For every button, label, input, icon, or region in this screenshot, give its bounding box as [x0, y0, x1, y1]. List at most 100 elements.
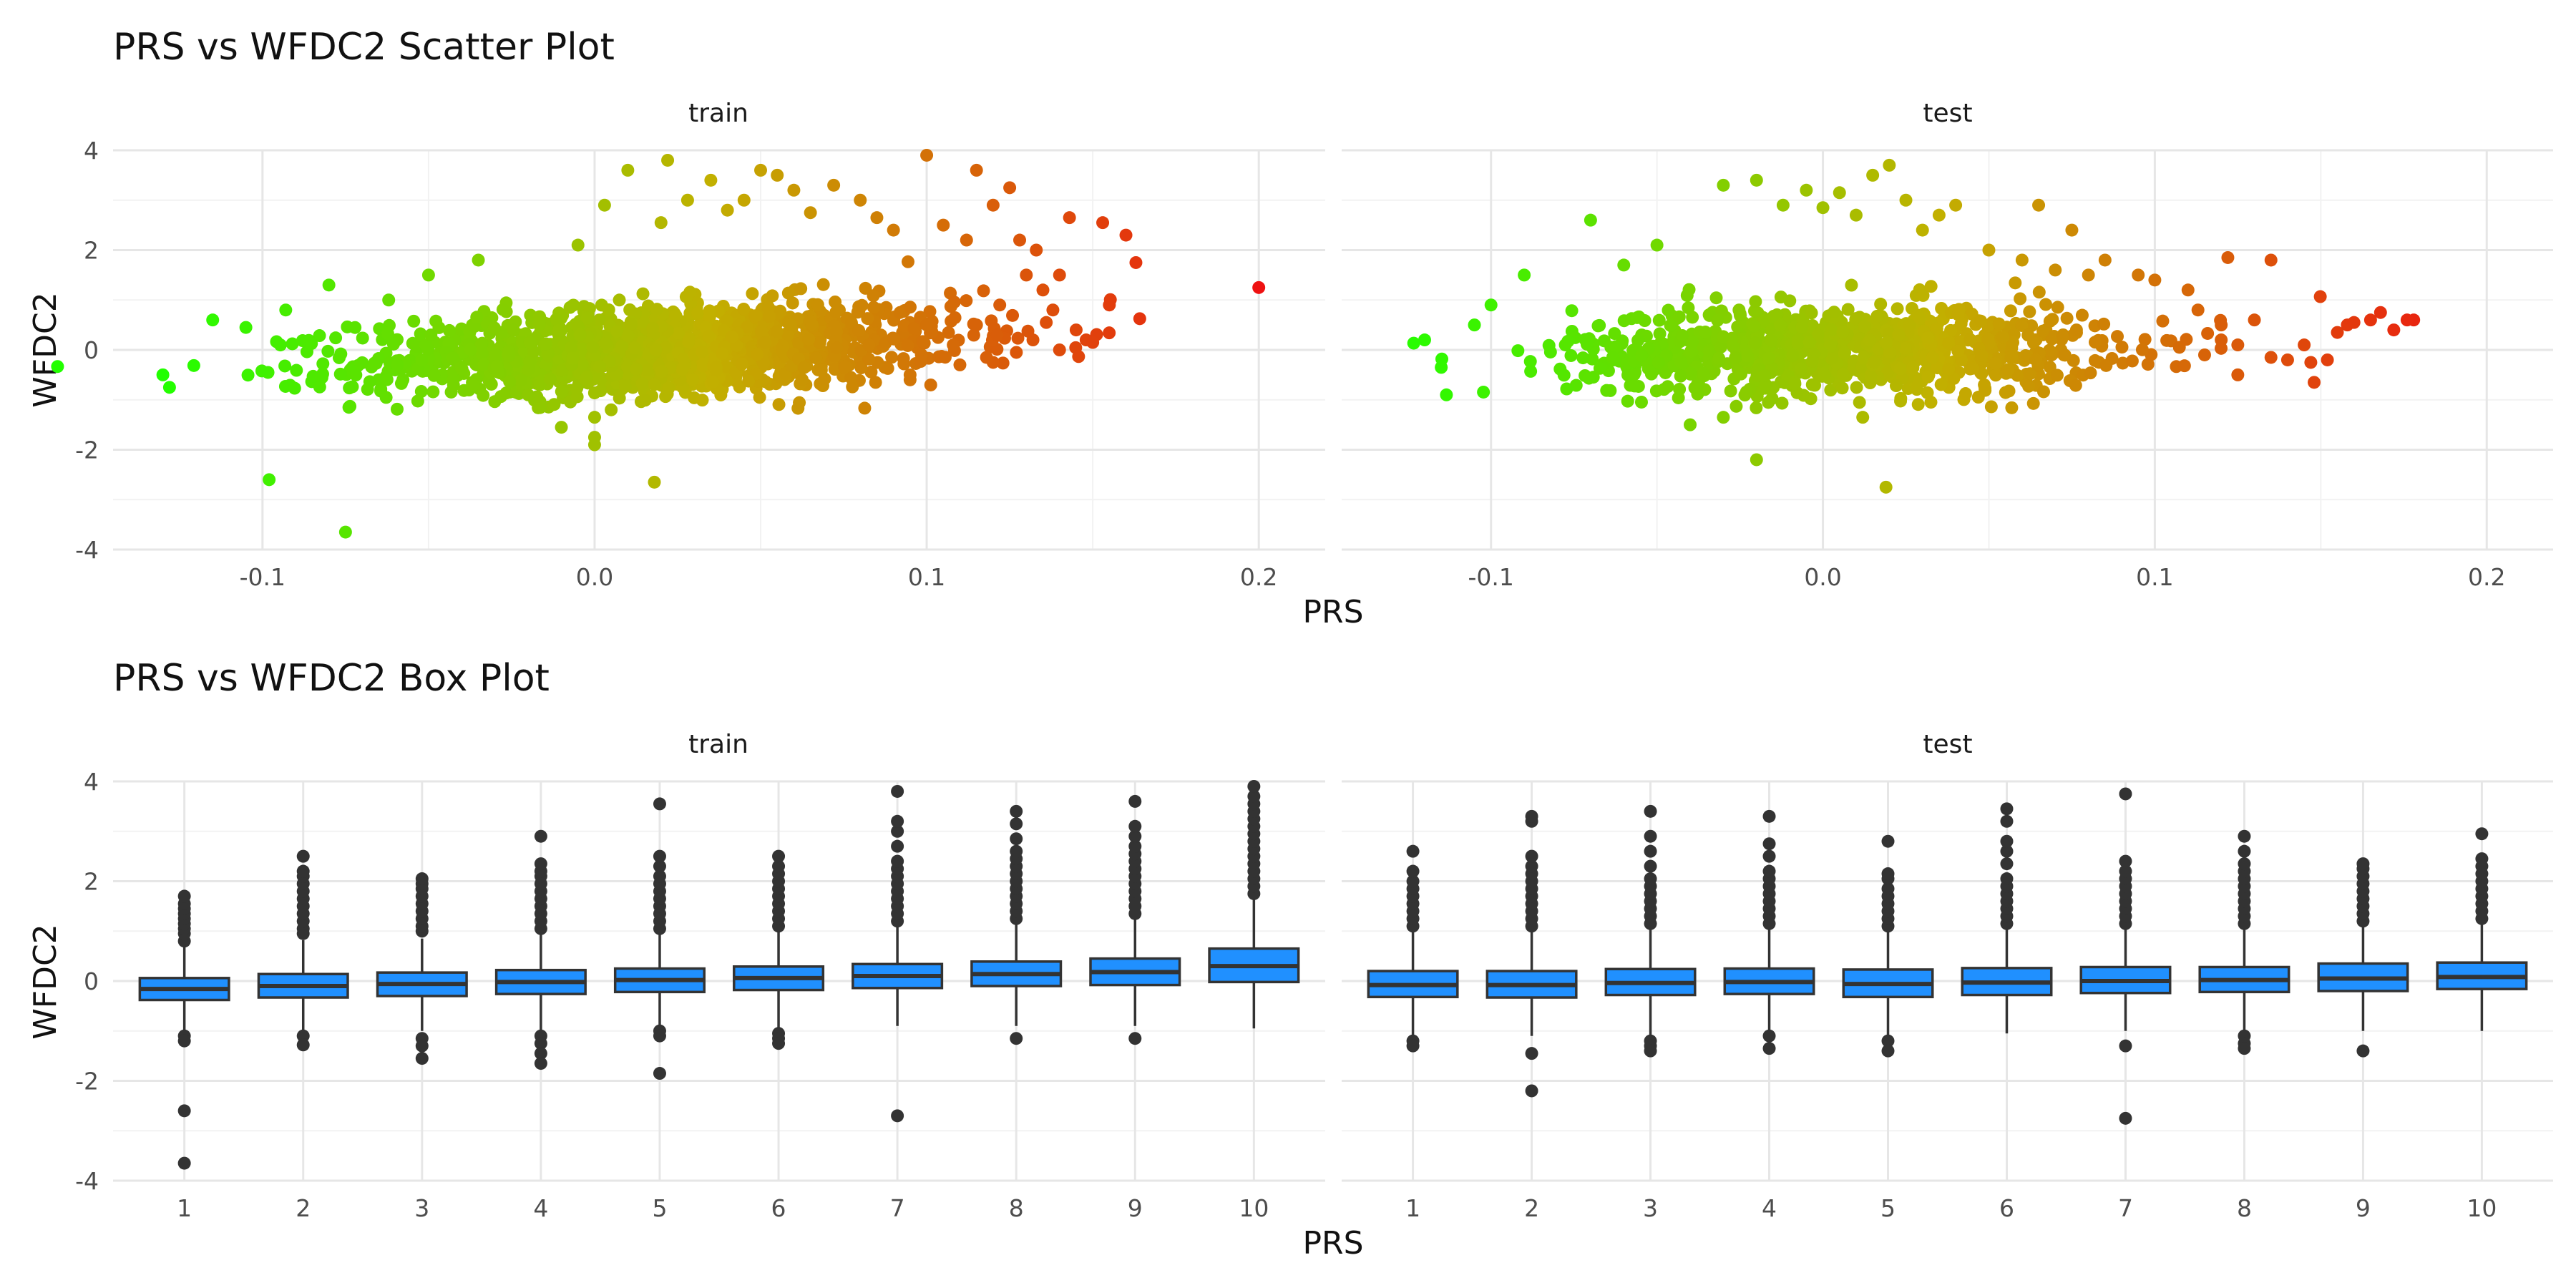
- scatter-point: [580, 370, 594, 384]
- scatter-point: [924, 378, 937, 391]
- scatter-point: [901, 338, 914, 352]
- scatter-point: [852, 323, 866, 337]
- scatter-point: [555, 364, 569, 377]
- scatter-point: [1407, 336, 1420, 350]
- scatter-point: [1063, 211, 1076, 225]
- scatter-point: [349, 369, 363, 382]
- x-tick-label: 3: [414, 1194, 429, 1222]
- scatter-point: [696, 394, 709, 407]
- scatter-point: [1709, 291, 1723, 305]
- scatter-point: [648, 378, 661, 391]
- scatter-point: [421, 342, 435, 356]
- scatter-point: [1989, 369, 2003, 382]
- scatter-point: [618, 380, 632, 394]
- scatter-point: [621, 163, 635, 177]
- scatter-point: [726, 330, 739, 343]
- box-outlier: [1644, 859, 1657, 873]
- scatter-title: PRS vs WFDC2 Scatter Plot: [113, 26, 615, 69]
- box-outlier: [1762, 809, 1776, 823]
- box-outlier: [1881, 834, 1895, 848]
- scatter-point: [1069, 323, 1083, 337]
- scatter-point: [1811, 328, 1825, 342]
- scatter-point: [313, 329, 326, 343]
- scatter-point: [1653, 327, 1667, 341]
- scatter-point: [967, 328, 980, 342]
- scatter-point: [637, 316, 650, 329]
- box-outlier: [1762, 1042, 1776, 1055]
- scatter-point: [1963, 333, 1977, 346]
- scatter-point: [2231, 368, 2245, 381]
- scatter-point: [2331, 326, 2344, 339]
- scatter-point: [1682, 301, 1695, 315]
- scatter-point: [1674, 355, 1688, 369]
- scatter-point: [661, 153, 675, 167]
- scatter-point: [415, 353, 429, 367]
- scatter-point: [1890, 302, 1904, 316]
- scatter-point: [2056, 329, 2069, 343]
- scatter-point: [830, 341, 844, 355]
- scatter-y-axis-title: WFDC2: [27, 292, 64, 407]
- scatter-point: [1791, 333, 1805, 347]
- scatter-point: [1805, 306, 1818, 320]
- scatter-point: [901, 255, 914, 268]
- box-outlier: [1762, 849, 1776, 863]
- scatter-point: [1982, 337, 1996, 351]
- x-tick-label: 6: [1999, 1194, 2014, 1222]
- scatter-point: [2125, 354, 2139, 368]
- x-tick-label: 10: [1239, 1194, 1269, 1222]
- scatter-point: [597, 198, 611, 212]
- box-outlier: [653, 849, 666, 863]
- scatter-point: [2075, 308, 2089, 322]
- scatter-point: [1894, 391, 1908, 405]
- box-outlier: [653, 859, 666, 873]
- scatter-point: [1030, 243, 1043, 257]
- scatter-point: [1046, 303, 1060, 317]
- scatter-point: [796, 373, 809, 386]
- scatter-point: [864, 365, 878, 379]
- box-outlier: [1762, 864, 1776, 878]
- scatter-point: [1750, 453, 1763, 467]
- box-outlier: [2475, 852, 2489, 866]
- scatter-point: [937, 218, 950, 232]
- scatter-point: [869, 376, 882, 389]
- scatter-point: [1953, 335, 1967, 348]
- scatter-point: [1682, 283, 1696, 296]
- scatter-point: [1776, 198, 1790, 212]
- box-title: PRS vs WFDC2 Box Plot: [113, 657, 550, 700]
- x-tick-label: 10: [2467, 1194, 2497, 1222]
- box-outlier: [1525, 1047, 1538, 1060]
- scatter-point: [278, 359, 292, 373]
- scatter-point: [2026, 396, 2040, 410]
- scatter-point: [343, 381, 356, 395]
- scatter-point: [1252, 280, 1266, 294]
- scatter-point: [1129, 255, 1143, 269]
- scatter-point: [602, 354, 616, 368]
- x-tick-label: 0.1: [2136, 563, 2173, 591]
- box-outlier: [1644, 804, 1657, 818]
- scatter-point: [1942, 336, 1956, 350]
- scatter-point: [305, 337, 318, 351]
- x-tick-label: 4: [533, 1194, 548, 1222]
- scatter-point: [334, 347, 348, 361]
- scatter-point: [993, 298, 1007, 312]
- y-tick-label: 2: [84, 237, 99, 265]
- box-test-4: [1723, 809, 1815, 1055]
- scatter-point: [814, 364, 828, 377]
- scatter-point: [1440, 388, 1453, 401]
- scatter-point: [522, 388, 535, 401]
- scatter-point: [2138, 333, 2152, 346]
- scatter-point: [1910, 383, 1923, 396]
- box-test-2: [1485, 809, 1578, 1098]
- box-panel-train: 1 2 3 4 5 6 7 8 9 10 -4 -2 0 2 4: [75, 768, 1325, 1222]
- scatter-point: [720, 313, 733, 327]
- scatter-point: [1634, 395, 1648, 409]
- scatter-point: [1729, 351, 1742, 364]
- scatter-point: [503, 375, 517, 389]
- scatter-point: [2009, 276, 2022, 290]
- scatter-point: [374, 384, 387, 398]
- scatter-point: [2221, 250, 2235, 264]
- scatter-point: [1697, 369, 1711, 383]
- scatter-point: [766, 289, 779, 303]
- scatter-point: [1591, 319, 1605, 333]
- scatter-point: [1750, 401, 1763, 414]
